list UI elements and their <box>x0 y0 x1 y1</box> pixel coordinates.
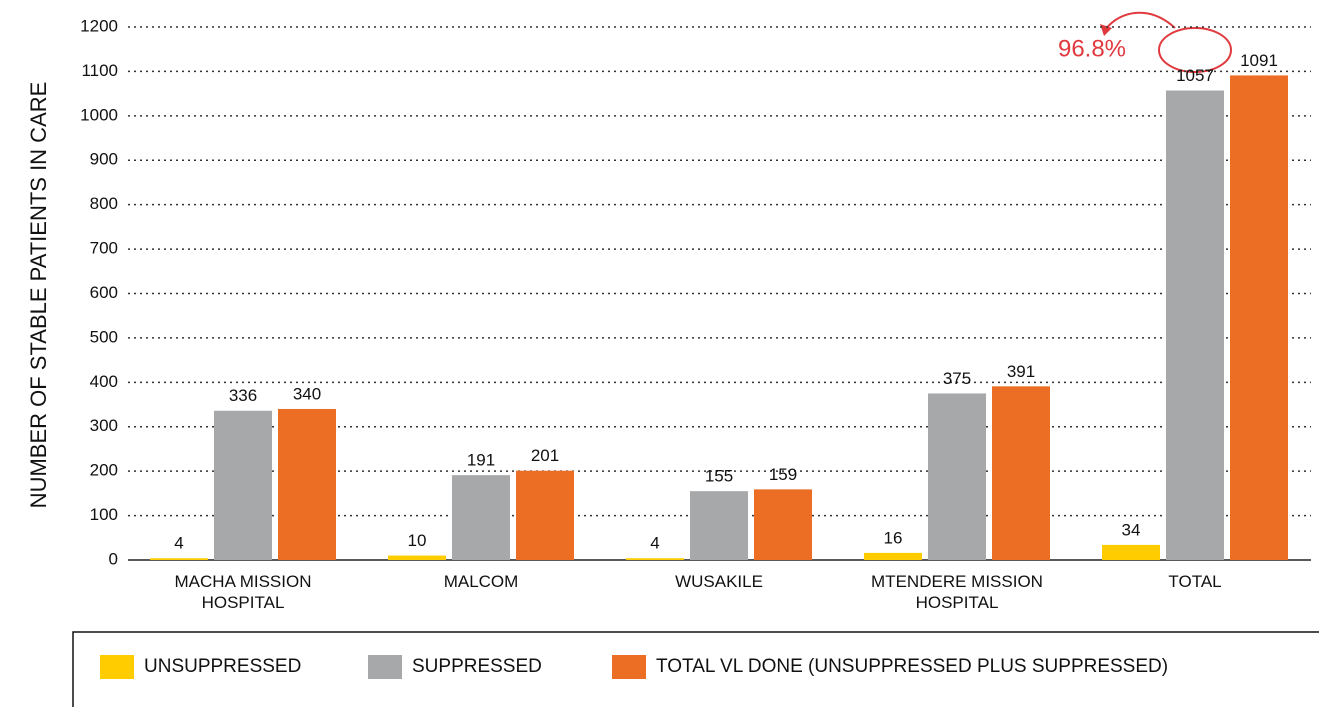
value-label: 4 <box>650 534 659 553</box>
bar <box>754 489 812 560</box>
annotation-arrow <box>1104 11 1176 31</box>
bar <box>626 558 684 560</box>
value-label: 191 <box>467 451 495 470</box>
value-label: 375 <box>943 369 971 388</box>
bar <box>214 410 272 560</box>
value-label: 155 <box>705 467 733 486</box>
value-label: 336 <box>229 386 257 405</box>
legend-label: SUPPRESSED <box>412 656 542 677</box>
annotation-circle <box>1158 27 1232 73</box>
y-tick-label: 500 <box>90 327 118 346</box>
legend-label: TOTAL VL DONE (UNSUPPRESSED PLUS SUPPRES… <box>656 656 1169 677</box>
bar <box>516 470 574 560</box>
value-label: 10 <box>408 531 427 550</box>
y-tick-label: 1000 <box>80 105 118 124</box>
legend-frame <box>72 631 1319 707</box>
x-tick-label: WUSAKILE <box>675 572 763 591</box>
legend-swatch <box>612 655 646 679</box>
y-tick-label: 100 <box>90 505 118 524</box>
legend-swatch <box>100 655 134 679</box>
bar <box>1166 90 1224 560</box>
x-tick-label: TOTAL <box>1168 572 1222 591</box>
legend-item: UNSUPPRESSED <box>100 655 301 679</box>
bar <box>1102 544 1160 560</box>
value-label: 4 <box>174 534 183 553</box>
y-tick-label: 400 <box>90 372 118 391</box>
bar <box>864 552 922 560</box>
value-label: 340 <box>293 384 321 403</box>
y-tick-label: 900 <box>90 150 118 169</box>
bar <box>992 386 1050 560</box>
annotation-arrowhead <box>1100 24 1112 36</box>
legend-item: SUPPRESSED <box>368 655 542 679</box>
y-tick-label: 0 <box>109 549 118 568</box>
bar <box>690 491 748 560</box>
bar <box>278 408 336 560</box>
y-tick-label: 1100 <box>81 61 118 80</box>
x-tick-label: MALCOM <box>443 572 519 591</box>
y-tick-label: 1200 <box>80 16 118 35</box>
value-label: 391 <box>1007 362 1035 381</box>
bar <box>388 555 446 560</box>
legend-swatch <box>368 655 402 679</box>
value-label: 1057 <box>1176 66 1214 85</box>
y-tick-label: 800 <box>90 194 118 213</box>
legend-label: UNSUPPRESSED <box>144 656 302 677</box>
y-tick-label: 300 <box>90 416 118 435</box>
bar <box>1230 75 1288 560</box>
y-axis-label: NUMBER OF STABLE PATIENTS IN CARE <box>26 82 51 509</box>
x-tick-label: MACHA MISSION HOSPITAL <box>174 572 312 612</box>
y-tick-label: 700 <box>90 239 118 258</box>
value-label: 1091 <box>1240 51 1278 70</box>
x-tick-label: MTENDERE MISSION HOSPITAL <box>871 572 1043 612</box>
value-label: 34 <box>1122 520 1141 539</box>
annotation: 96.8% <box>1058 35 1126 62</box>
value-label: 201 <box>531 446 559 465</box>
bar <box>150 558 208 560</box>
legend-item: TOTAL VL DONE (UNSUPPRESSED PLUS SUPPRES… <box>612 655 1168 679</box>
y-tick-label: 600 <box>90 283 118 302</box>
value-label: 16 <box>884 528 903 547</box>
y-tick-label: 200 <box>90 461 118 480</box>
bar <box>928 393 986 560</box>
value-label: 159 <box>769 465 797 484</box>
bar <box>452 475 510 560</box>
